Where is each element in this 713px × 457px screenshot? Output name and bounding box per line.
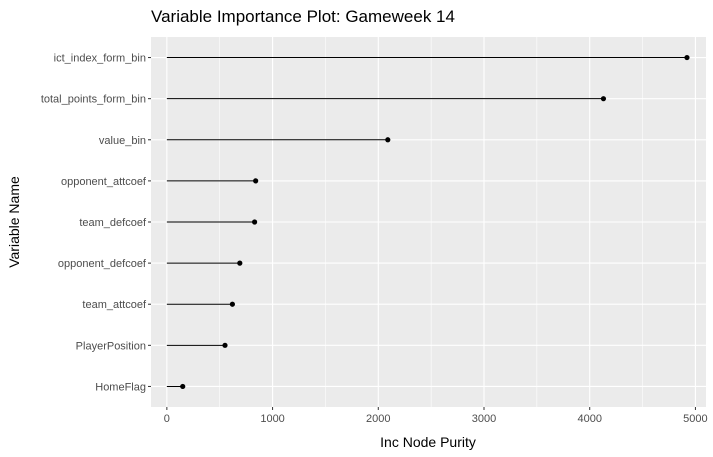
y-tick-label: opponent_defcoef: [58, 258, 147, 270]
marks: [166, 54, 690, 390]
y-tick-label: value_bin: [99, 135, 146, 147]
x-tick-label: 4000: [577, 413, 601, 425]
y-tick-label: PlayerPosition: [76, 340, 146, 352]
y-tick-label: total_points_form_bin: [41, 94, 146, 106]
x-tick-label: 3000: [472, 413, 496, 425]
x-axis: 0 1000 2000 3000 4000 5000: [164, 407, 708, 425]
y-tick-label: team_defcoef: [79, 217, 147, 229]
lollipop-point: [385, 137, 391, 143]
x-axis-title: Inc Node Purity: [380, 434, 476, 450]
lollipop-point: [684, 54, 690, 61]
x-tick-label: 2000: [366, 413, 390, 425]
y-tick-label: opponent_attcoef: [61, 176, 147, 188]
lollipop-point: [222, 342, 228, 348]
lollipop-point: [600, 96, 607, 102]
y-axis: ict_index_form_bin total_points_form_binv…: [41, 53, 151, 393]
x-tick-label: 5000: [683, 413, 707, 425]
lollipop-point: [237, 260, 243, 266]
x-tick-label: 0: [164, 413, 170, 425]
y-axis-title: Variable Name: [6, 176, 22, 268]
x-tick-label: 1000: [260, 413, 284, 425]
lollipop-point: [253, 178, 259, 184]
chart-title: Variable Importance Plot: Gameweek 14: [151, 7, 455, 26]
lollipop-point: [229, 301, 235, 307]
lollipop-point: [252, 219, 258, 225]
y-tick-label: team_attcoef: [82, 299, 147, 311]
lollipop-point: [180, 383, 186, 390]
y-tick-label: ict_index_form_bin: [54, 53, 146, 65]
y-tick-label: HomeFlag: [95, 381, 146, 393]
